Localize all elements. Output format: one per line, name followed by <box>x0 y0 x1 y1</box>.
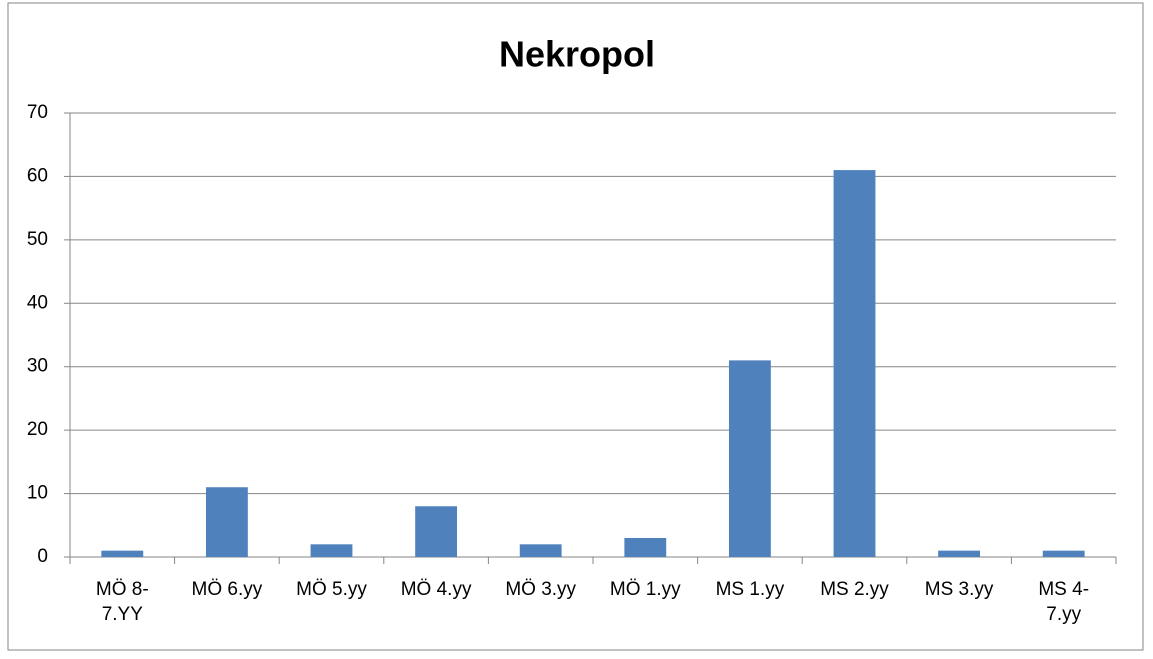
y-tick-label: 30 <box>27 356 48 377</box>
bar <box>519 544 562 557</box>
bar <box>833 170 876 558</box>
bar <box>938 550 981 557</box>
x-tick-label: MÖ 4.yy <box>400 579 472 600</box>
bar <box>101 550 144 557</box>
y-tick-label: 0 <box>37 546 48 567</box>
x-tick-label: MS 2.yy <box>820 579 889 600</box>
x-tick-label: MS 3.yy <box>924 579 994 600</box>
y-tick-label: 60 <box>27 165 48 186</box>
x-tick-label: MÖ 5.yy <box>296 579 367 600</box>
y-tick-label: 20 <box>27 419 48 440</box>
y-tick-label: 70 <box>27 102 48 123</box>
chart-title: Nekropol <box>499 34 655 75</box>
y-tick-label: 50 <box>27 229 48 250</box>
bar <box>415 506 458 557</box>
bar <box>310 544 353 557</box>
bar <box>624 537 667 557</box>
x-tick-label: MÖ 3.yy <box>505 579 577 600</box>
y-tick-label: 10 <box>27 483 48 504</box>
x-tick-label: MÖ 8-7.YY <box>95 579 149 625</box>
y-tick-label: 40 <box>27 292 48 313</box>
chart-border <box>7 2 1144 651</box>
bar <box>205 487 248 557</box>
x-tick-label: MS 4-7.yy <box>1038 579 1090 625</box>
x-tick-label: MÖ 6.yy <box>191 579 263 600</box>
x-tick-label: MS 1.yy <box>715 579 785 600</box>
bar <box>728 360 771 557</box>
bar <box>1042 550 1085 557</box>
x-tick-label: MÖ 1.yy <box>609 579 681 600</box>
